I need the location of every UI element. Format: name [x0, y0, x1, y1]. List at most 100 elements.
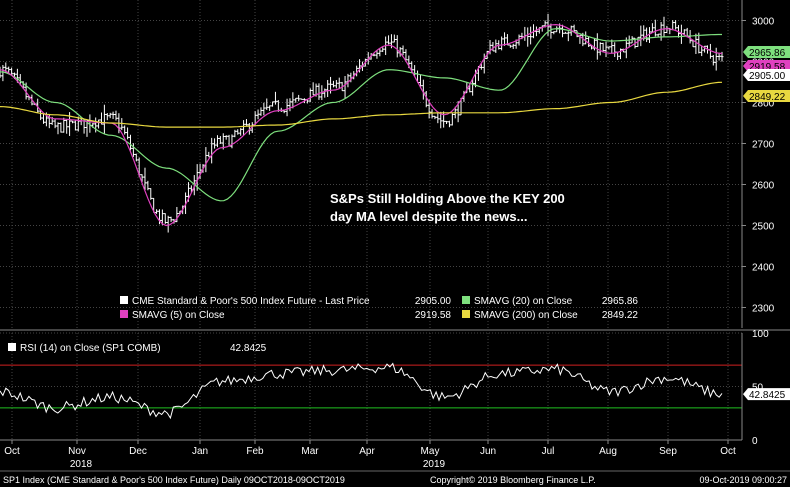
price-bar — [323, 88, 327, 98]
price-bar — [242, 120, 246, 135]
legend-swatch-sma5 — [120, 310, 128, 318]
price-bar — [140, 174, 144, 182]
price-bar — [505, 34, 509, 46]
price-bar — [169, 216, 173, 222]
price-bar — [273, 91, 277, 105]
price-bar — [297, 94, 301, 102]
price-bar — [128, 134, 132, 151]
price-bar — [639, 25, 643, 47]
price-bar — [300, 98, 304, 100]
legend-value-sma20: 2965.86 — [602, 296, 639, 307]
price-bar — [259, 107, 263, 116]
price-bar — [508, 44, 512, 48]
price-bar — [645, 27, 649, 43]
price-y-tick-label: 2300 — [752, 304, 775, 315]
price-bar — [436, 113, 440, 124]
price-bar — [587, 37, 591, 47]
price-bar — [711, 55, 715, 66]
price-bar — [650, 23, 654, 33]
price-bar — [566, 31, 570, 42]
price-bar — [114, 110, 118, 121]
price-bar — [378, 48, 382, 57]
price-bar — [65, 119, 69, 134]
price-bar — [97, 119, 101, 129]
legend-value-last-price: 2905.00 — [415, 296, 452, 307]
rsi-y-ticks: 0 50 100 — [752, 329, 769, 447]
price-bar — [230, 134, 234, 149]
price-bar — [447, 120, 451, 128]
price-bar — [166, 215, 170, 233]
price-bar — [450, 113, 454, 126]
legend-label-sma5: SMAVG (5) on Close — [132, 310, 225, 321]
price-bar — [308, 88, 312, 102]
series-line-2 — [0, 23, 723, 227]
price-bar — [372, 53, 376, 57]
price-bar — [424, 90, 428, 108]
svg-text:2919.58: 2919.58 — [749, 62, 786, 73]
svg-text:2849.22: 2849.22 — [749, 92, 786, 103]
price-bar — [700, 45, 704, 57]
price-bar — [218, 136, 222, 144]
price-bar — [601, 42, 605, 53]
price-bar — [62, 117, 66, 133]
price-bar — [500, 36, 504, 51]
price-bar — [381, 47, 385, 52]
x-tick-label: Dec — [129, 446, 147, 457]
price-bar — [445, 120, 449, 125]
x-tick-label: Feb — [246, 446, 264, 457]
price-y-tick-label: 2800 — [752, 99, 775, 110]
price-bar — [41, 113, 45, 124]
price-bar — [375, 50, 379, 59]
price-tag: 2905.00 — [743, 69, 790, 82]
price-bar — [10, 67, 14, 76]
rsi-y-tick-label: 0 — [752, 436, 758, 447]
price-bar — [262, 102, 266, 116]
moving-average-lines — [0, 23, 723, 227]
price-bar — [662, 16, 666, 37]
price-bar — [343, 76, 347, 99]
x-tick-label: Aug — [599, 446, 617, 457]
price-bar — [213, 138, 217, 149]
price-bar — [143, 167, 147, 190]
annotation-line-2: day MA level despite the news... — [330, 209, 527, 224]
price-bar — [607, 46, 611, 50]
price-bar — [592, 38, 596, 51]
price-bar — [233, 129, 237, 138]
series-line-3 — [0, 81, 723, 128]
price-bar — [120, 118, 124, 131]
price-bar — [534, 26, 538, 37]
x-tick-label: May — [421, 446, 440, 457]
price-bar — [198, 163, 202, 180]
price-bar — [584, 31, 588, 45]
footer-left: SP1 Index (CME Standard & Poor's 500 Ind… — [3, 475, 345, 485]
price-bar — [160, 209, 164, 226]
price-bar — [175, 206, 179, 223]
series-line-1 — [0, 28, 722, 202]
price-bar — [224, 135, 228, 140]
price-bar — [311, 82, 315, 96]
price-bar — [146, 180, 150, 191]
price-bar — [282, 110, 286, 114]
price-bar — [627, 35, 631, 47]
price-bar — [239, 128, 243, 136]
price-bar — [102, 104, 106, 134]
price-bar — [697, 32, 701, 54]
legend-swatch-last-price — [120, 296, 128, 304]
legend-label-last-price: CME Standard & Poor's 500 Index Future -… — [132, 296, 370, 307]
price-bar — [624, 37, 628, 59]
x-year-label: 2018 — [70, 459, 93, 470]
price-bar — [215, 135, 219, 148]
price-bar — [268, 105, 272, 111]
price-bar — [39, 109, 43, 121]
price-bar — [563, 31, 567, 34]
price-bar — [714, 47, 718, 71]
price-y-tick-label: 2700 — [752, 140, 775, 151]
legend-value-sma5: 2919.58 — [415, 310, 452, 321]
x-tick-label: Jun — [480, 446, 496, 457]
rsi-value-tag: 42.8425 — [743, 388, 790, 401]
legend-label-sma200: SMAVG (200) on Close — [474, 310, 578, 321]
price-bar — [331, 80, 335, 88]
